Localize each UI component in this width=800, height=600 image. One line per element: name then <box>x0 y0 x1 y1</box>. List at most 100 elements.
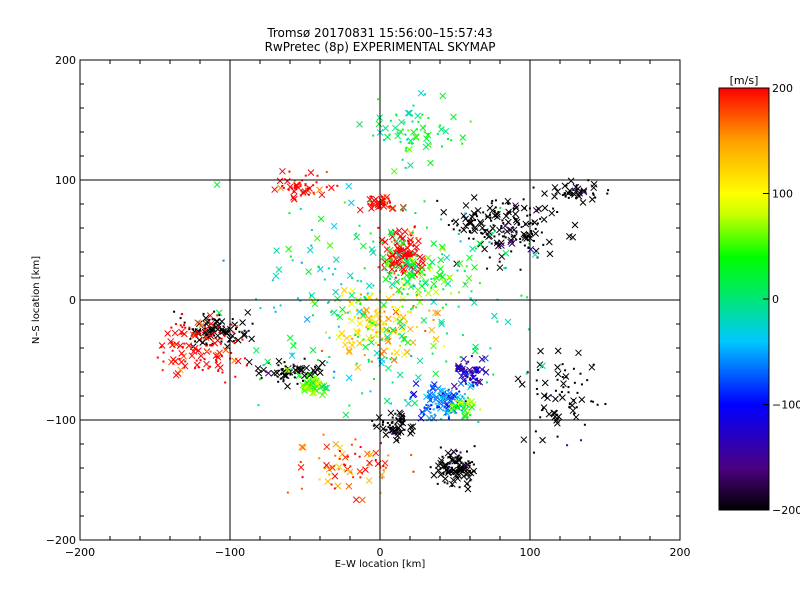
echo-cross <box>412 134 420 141</box>
echo-dot <box>483 229 486 232</box>
echo-dot <box>281 367 284 370</box>
echo-cross <box>404 109 412 117</box>
echo-dot <box>472 384 475 387</box>
echo-dot <box>466 416 469 419</box>
echo-dot <box>303 384 306 387</box>
echo-dot <box>414 265 417 268</box>
echo-cross <box>494 211 501 218</box>
echo-dot <box>490 202 493 205</box>
echo-cross <box>363 306 370 314</box>
echo-cross <box>434 309 442 317</box>
echo-cross <box>450 113 457 121</box>
echo-dot <box>318 478 321 481</box>
echo-cross <box>359 242 367 250</box>
echo-cross <box>401 252 409 260</box>
echo-cross <box>392 124 399 132</box>
echo-cross <box>368 339 375 346</box>
echo-cross <box>559 394 566 401</box>
echo-dot <box>459 240 462 243</box>
echo-dot <box>255 298 258 301</box>
echo-dot <box>383 200 386 203</box>
echo-dot <box>384 323 387 326</box>
echo-cross <box>286 183 294 191</box>
echo-dot <box>307 193 310 196</box>
echo-cross <box>476 378 484 386</box>
echo-cross <box>459 134 467 141</box>
echo-cross <box>520 204 528 212</box>
echo-dot <box>178 357 181 360</box>
echo-cross <box>331 472 339 480</box>
echo-cross <box>455 362 462 370</box>
echo-cross <box>379 425 387 433</box>
echo-dot <box>341 294 344 297</box>
echo-cross <box>254 365 262 372</box>
echo-dot <box>427 404 430 407</box>
echo-dot <box>215 360 218 363</box>
echo-dot <box>536 393 539 396</box>
echo-dot <box>205 342 208 345</box>
echo-dot <box>569 192 572 195</box>
echo-dot <box>217 369 220 372</box>
echo-dot <box>434 402 437 405</box>
echo-cross <box>214 353 222 361</box>
echo-dot <box>498 233 501 236</box>
echo-cross <box>438 320 445 328</box>
echo-dot <box>438 403 441 406</box>
echo-dot <box>512 207 515 210</box>
echo-dot <box>534 430 537 433</box>
echo-cross <box>207 320 215 328</box>
echo-dot <box>161 369 164 372</box>
echo-cross <box>224 343 231 351</box>
echo-dot <box>567 391 570 394</box>
echo-cross <box>588 196 596 203</box>
echo-dot <box>343 201 346 204</box>
echo-dot <box>399 344 402 347</box>
echo-cross <box>330 309 338 316</box>
echo-cross <box>234 357 242 365</box>
echo-dot <box>351 337 354 340</box>
echo-cross <box>572 413 580 421</box>
echo-dot <box>515 230 518 233</box>
echo-cross <box>468 403 476 411</box>
echo-dot <box>510 250 513 253</box>
echo-cross <box>244 309 252 316</box>
echo-cross <box>349 287 357 295</box>
echo-cross <box>241 330 248 338</box>
x-axis-label: E–W location [km] <box>335 559 426 570</box>
echo-cross <box>437 471 445 478</box>
echo-cross <box>240 332 248 339</box>
echo-dot <box>380 195 383 198</box>
echo-cross <box>285 245 293 253</box>
echo-dot <box>510 235 513 238</box>
echo-cross <box>376 315 383 323</box>
echo-dot <box>429 411 432 414</box>
echo-dot <box>312 184 315 187</box>
echo-cross <box>198 321 206 329</box>
echo-cross <box>575 349 582 357</box>
echo-dot <box>410 308 413 311</box>
echo-dot <box>408 142 411 145</box>
echo-dot <box>372 284 375 287</box>
echo-dot <box>381 327 384 330</box>
echo-cross <box>429 383 437 391</box>
echo-dot <box>394 276 397 279</box>
echo-dot <box>393 239 396 242</box>
echo-dot <box>394 358 397 361</box>
echo-cross <box>290 194 297 201</box>
echo-dot <box>470 290 473 293</box>
echo-dot <box>360 280 363 283</box>
echo-dot <box>411 231 414 234</box>
echo-dot <box>519 268 522 271</box>
echo-dot <box>385 201 388 204</box>
echo-dot <box>464 282 467 285</box>
echo-cross <box>406 251 414 259</box>
echo-dot <box>293 376 296 379</box>
echo-dot <box>442 397 445 400</box>
echo-dot <box>173 310 176 313</box>
echo-dot <box>568 403 571 406</box>
echo-dot <box>381 421 384 424</box>
echo-dot <box>284 365 287 368</box>
echo-cross <box>482 368 490 376</box>
colorbar-tick-label: 0 <box>772 293 779 306</box>
echo-dot <box>428 269 431 272</box>
